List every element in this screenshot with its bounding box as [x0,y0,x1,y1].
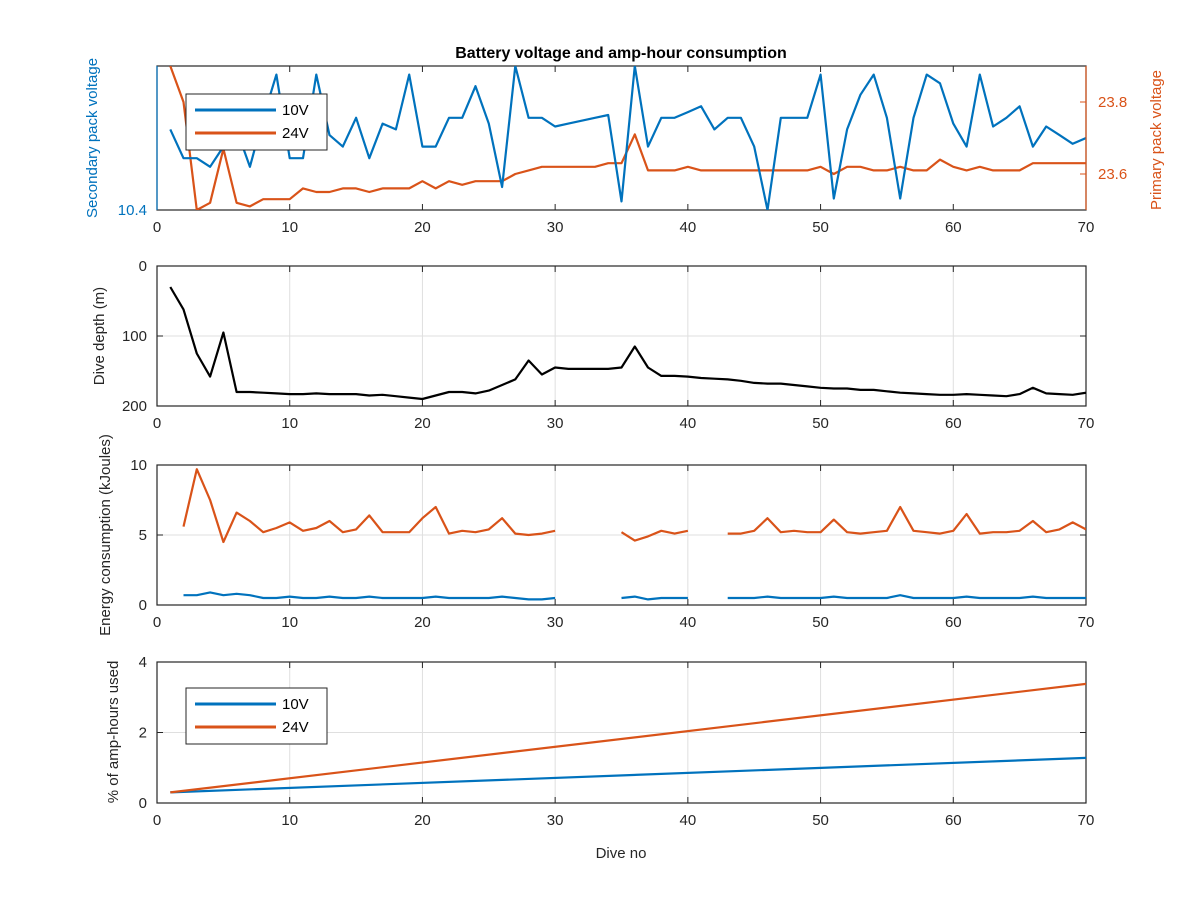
x-tick-label-4: 40 [680,415,697,432]
left-y-axis-label: Secondary pack voltage [84,58,101,218]
y-tick-label-1: 2 [139,725,147,742]
dive-depth-panel: 0 10 20 30 40 50 60 70 0 100 200 Dive depth (m) [91,258,1094,432]
x-tick-label-0: 0 [153,415,161,432]
x-tick-label-2: 20 [414,812,431,829]
y-axis-label: Energy consumption (kJoules) [97,434,114,636]
right-y-tick-label-0: 23.6 [1098,166,1127,183]
x-tick-label-3: 30 [547,812,564,829]
chart-title: Battery voltage and amp-hour consumption [455,45,787,62]
series-1-segment-1 [621,595,688,601]
x-tick-label-1: 10 [281,415,298,432]
series-1-segment-0 [183,591,556,601]
energy-consumption-panel: 0 10 20 30 40 50 60 70 0 5 10 Energy consumption (k… [97,434,1094,636]
right-y-axis-label: Primary pack voltage [1148,70,1165,210]
series-1-segment-0 [170,682,1086,794]
x-tick-label-3: 30 [547,614,564,631]
y-tick-label-0: 0 [139,795,147,812]
x-tick-label-4: 40 [680,219,697,236]
x-tick-label-6: 60 [945,812,962,829]
x-tick-label-1: 10 [281,614,298,631]
y-tick-label-2: 10 [130,457,147,474]
x-tick-label-5: 50 [812,614,829,631]
amp-hours-panel: 0 10 20 30 40 50 60 70 0 2 4 % of amp-hours used Div… [105,654,1094,862]
x-tick-label-2: 20 [414,219,431,236]
series-0-segment-0 [170,756,1086,794]
series-1-segment-2 [727,594,1086,600]
series-0-segment-2 [727,505,1086,535]
x-tick-label-7: 70 [1078,415,1095,432]
x-tick-label-1: 10 [281,812,298,829]
x-tick-label-2: 20 [414,614,431,631]
x-tick-label-0: 0 [153,219,161,236]
x-tick-label-3: 30 [547,219,564,236]
series-24v-line [169,66,1086,210]
series-lines [169,286,1086,401]
x-tick-label-0: 0 [153,812,161,829]
series-0-segment-0 [169,286,1086,401]
x-axis-label: Dive no [596,845,647,862]
x-tick-label-5: 50 [812,415,829,432]
series-0-segment-0 [182,468,556,544]
legend-label-1: 24V [282,719,309,736]
left-y-tick-label-0: 10.4 [118,202,147,219]
legend-label-1: 24V [282,125,309,142]
x-tick-label-7: 70 [1078,219,1095,236]
legend-box [185,687,328,745]
x-tick-label-5: 50 [812,812,829,829]
x-tick-label-1: 10 [281,219,298,236]
x-tick-label-4: 40 [680,614,697,631]
y-tick-label-1: 100 [122,328,147,345]
x-tick-label-4: 40 [680,812,697,829]
legend-label-0: 10V [282,696,309,713]
x-tick-label-6: 60 [945,415,962,432]
y-tick-label-1: 5 [139,527,147,544]
series-0-segment-1 [620,529,689,542]
series-lines [182,468,1086,601]
x-tick-label-7: 70 [1078,614,1095,631]
y-tick-label-2: 4 [139,654,147,671]
series-lines [170,682,1086,794]
x-tick-label-2: 20 [414,415,431,432]
y-tick-label-2: 200 [122,398,147,415]
y-axis-label: Dive depth (m) [91,287,108,385]
x-tick-label-5: 50 [812,219,829,236]
x-tick-label-6: 60 [945,614,962,631]
legend-box [185,93,328,151]
x-tick-label-7: 70 [1078,812,1095,829]
x-tick-label-0: 0 [153,614,161,631]
right-y-tick-label-1: 23.8 [1098,94,1127,111]
x-tick-label-6: 60 [945,219,962,236]
legend-label-0: 10V [282,102,309,119]
x-tick-label-3: 30 [547,415,564,432]
voltage-panel: 0 10 20 30 40 50 60 70 10.4 23.6 23.8 Secondary pac… [84,45,1165,236]
y-tick-label-0: 0 [139,597,147,614]
y-axis-label: % of amp-hours used [105,661,122,804]
y-tick-label-0: 0 [139,258,147,275]
